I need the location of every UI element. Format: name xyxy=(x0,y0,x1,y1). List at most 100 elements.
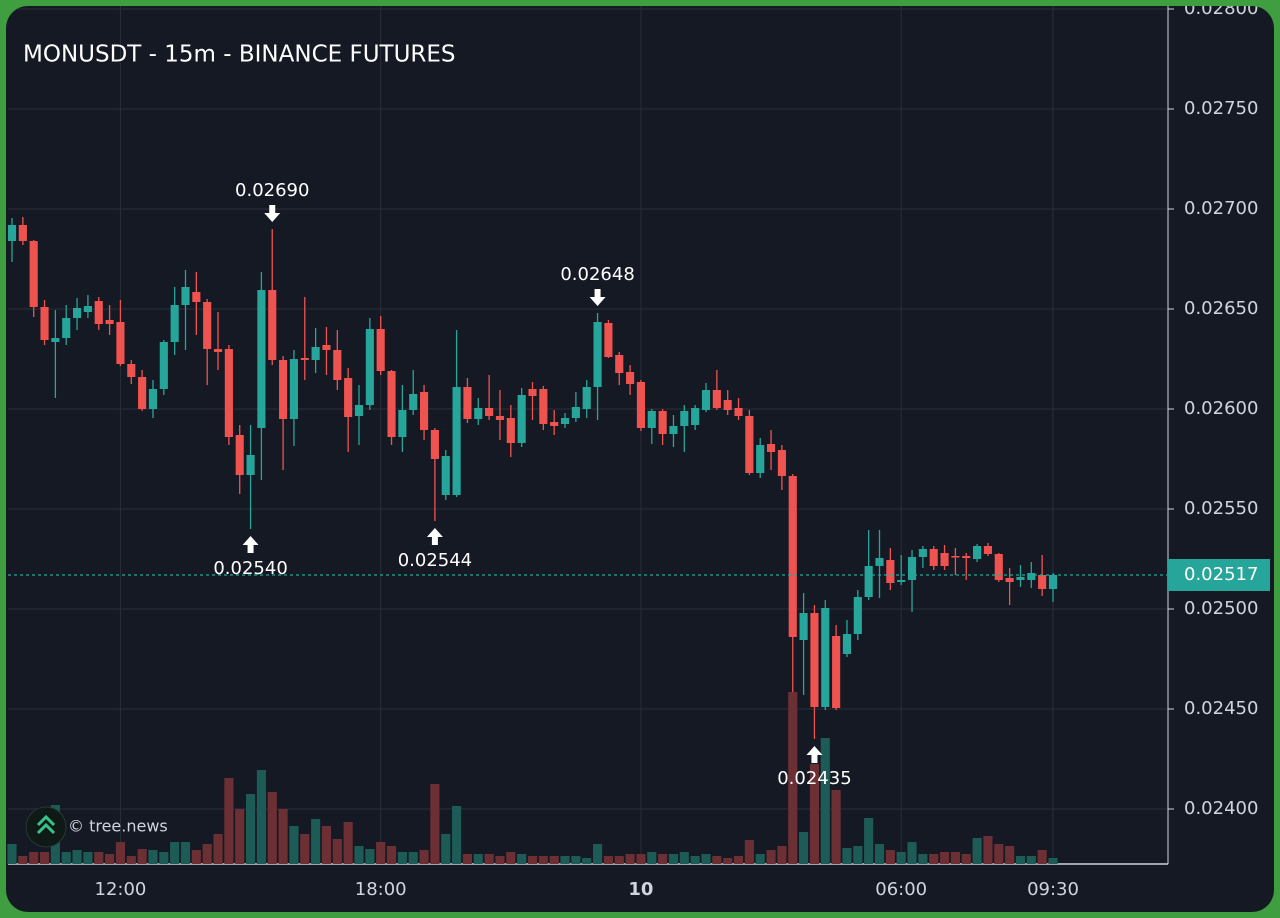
candle-body xyxy=(62,318,71,338)
annotation-label: 0.02648 xyxy=(560,264,634,285)
watermark: © tree.news xyxy=(68,817,168,836)
candle-body xyxy=(647,411,656,428)
volume-bar xyxy=(224,778,234,864)
volume-bar xyxy=(712,856,722,864)
candle-body xyxy=(127,364,136,377)
chart-title: MONUSDT - 15m - BINANCE FUTURES xyxy=(23,42,456,68)
candle-body xyxy=(495,416,505,420)
candle-body xyxy=(821,608,830,707)
volume-bar xyxy=(517,854,527,864)
volume-bar xyxy=(733,856,744,864)
volume-bar xyxy=(29,852,39,864)
candle-body xyxy=(626,372,635,384)
volume-bar xyxy=(506,852,516,864)
candle-body xyxy=(1005,578,1014,582)
candle-body xyxy=(973,546,982,559)
candle-body xyxy=(842,634,852,654)
candle-body xyxy=(1016,577,1025,580)
candle-body xyxy=(712,390,721,408)
volume-bar xyxy=(18,856,28,864)
candle-body xyxy=(680,411,689,426)
candle-body xyxy=(170,305,179,342)
annotation-label: 0.02544 xyxy=(398,550,472,571)
volume-bar xyxy=(289,826,299,864)
volume-bar xyxy=(907,842,917,864)
candle-body xyxy=(40,307,49,340)
volume-bar xyxy=(376,842,386,864)
candle-body xyxy=(604,323,613,357)
volume-bar xyxy=(972,838,982,864)
candle-body xyxy=(441,456,450,495)
volume-bar xyxy=(527,856,538,864)
candle-body xyxy=(615,355,624,373)
volume-bar xyxy=(473,854,483,864)
volume-bar xyxy=(788,692,798,864)
candle-body xyxy=(159,342,168,389)
volume-bar xyxy=(202,844,212,864)
volume-bar xyxy=(1015,856,1026,864)
volume-bar xyxy=(538,856,548,864)
candle-body xyxy=(582,387,591,409)
volume-bar xyxy=(408,852,418,864)
volume-bar xyxy=(668,854,679,864)
candle-body xyxy=(853,597,862,634)
volume-bar xyxy=(105,854,115,864)
volume-bar xyxy=(115,842,126,864)
volume-bar xyxy=(701,854,711,864)
volume-bar xyxy=(636,854,646,864)
volume-bar xyxy=(777,846,787,864)
volume-bar xyxy=(126,856,136,864)
candle-body xyxy=(691,408,700,425)
volume-bar xyxy=(864,818,874,864)
candle-body xyxy=(539,389,548,424)
volume-bar xyxy=(321,826,332,864)
volume-bar xyxy=(354,846,364,864)
volume-bar xyxy=(397,852,407,864)
volume-bar xyxy=(148,850,158,864)
candle-body xyxy=(810,613,819,707)
y-tick-label: 0.02700 xyxy=(1184,198,1258,219)
volume-bar xyxy=(831,790,841,864)
volume-bar xyxy=(311,819,321,864)
volume-bar xyxy=(94,852,104,864)
candle-body xyxy=(419,392,429,430)
annotation-label: 0.02690 xyxy=(235,180,309,201)
volume-bar xyxy=(159,852,169,864)
candle-body xyxy=(485,408,494,416)
candle-body xyxy=(474,408,483,419)
volume-bar xyxy=(603,856,613,864)
candle-body xyxy=(864,566,873,597)
candle-body xyxy=(268,290,277,360)
candle-body xyxy=(376,329,385,371)
volume-bar xyxy=(83,852,93,864)
candle-body xyxy=(235,435,244,475)
candle-body xyxy=(246,455,255,475)
annotation-arrow xyxy=(589,289,606,306)
annotation-arrow xyxy=(426,528,443,545)
annotation-label: 0.02540 xyxy=(213,558,287,579)
volume-bar xyxy=(766,850,776,864)
y-tick-label: 0.02750 xyxy=(1184,98,1258,119)
candle-body xyxy=(387,371,396,437)
volume-bar xyxy=(1026,856,1036,864)
volume-bar xyxy=(809,764,820,864)
y-tick-label: 0.02500 xyxy=(1184,598,1258,619)
volume-bar xyxy=(7,844,17,864)
candle-body xyxy=(192,292,201,302)
x-tick-label: 12:00 xyxy=(95,879,147,900)
volume-bar xyxy=(983,836,993,864)
volume-bar xyxy=(874,844,885,864)
candle-body xyxy=(29,241,38,307)
volume-bar xyxy=(755,854,765,864)
volume-bar xyxy=(365,849,375,864)
volume-bar xyxy=(419,850,429,864)
volume-bar xyxy=(799,832,809,864)
volume-bar xyxy=(245,794,256,864)
candle-body xyxy=(875,558,884,566)
volume-bar xyxy=(267,792,277,864)
candle-body xyxy=(300,358,309,360)
candle-body xyxy=(1027,573,1036,580)
candle-body xyxy=(116,322,125,364)
volume-bar xyxy=(549,856,559,864)
volume-bar xyxy=(939,852,950,864)
